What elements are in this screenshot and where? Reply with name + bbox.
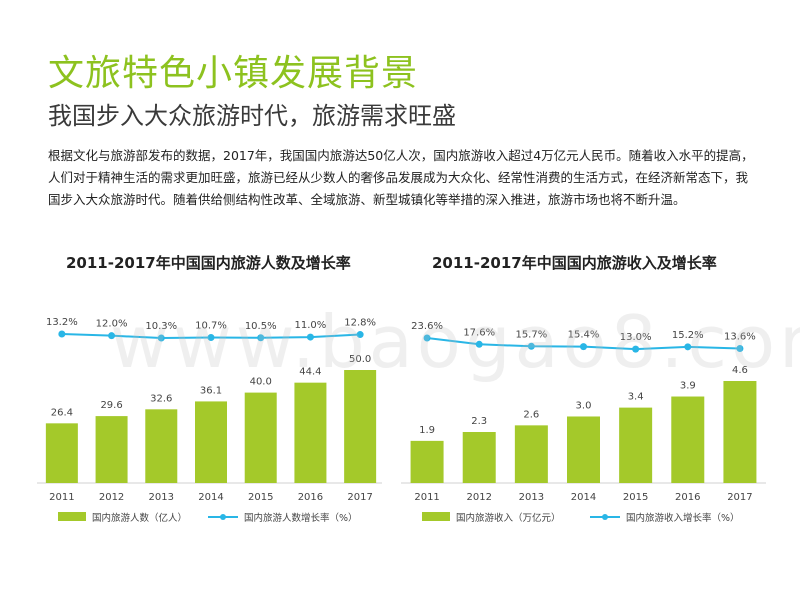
bar-label-2016: 3.9 <box>680 381 696 392</box>
x-tick-2013: 2013 <box>519 492 544 503</box>
x-tick-2012: 2012 <box>466 492 491 503</box>
bar-label-2015: 3.4 <box>628 392 644 403</box>
legend-bar-label: 国内旅游人数（亿人） <box>92 512 187 524</box>
legend-bar-swatch <box>422 512 450 521</box>
legend-line-marker <box>602 514 608 520</box>
x-tick-2015: 2015 <box>623 492 648 503</box>
legend-line-label: 国内旅游收入增长率（%） <box>626 512 740 524</box>
bar-label-2014: 36.1 <box>200 385 222 396</box>
bar-2016 <box>671 396 705 483</box>
growth-point-2015 <box>632 345 640 353</box>
body-paragraph: 根据文化与旅游部发布的数据，2017年，我国国内旅游达50亿人次，国内旅游收入超… <box>48 148 754 207</box>
growth-label-2014: 15.4% <box>568 330 600 341</box>
bar-2017 <box>723 381 757 483</box>
growth-point-2015 <box>257 334 265 342</box>
growth-label-2017: 12.8% <box>344 318 376 329</box>
growth-point-2017 <box>356 331 364 339</box>
bar-2012 <box>95 416 128 483</box>
chart-title-revenue: 2011-2017年中国国内旅游收入及增长率 <box>432 254 717 272</box>
bar-2013 <box>514 425 548 483</box>
revenue-chart: 1.9 2011 2.3 2012 2.6 2013 3.0 2014 3.4 2015 3.9 20… <box>401 321 766 524</box>
bar-2015 <box>244 392 277 483</box>
growth-point-2016 <box>306 333 314 341</box>
x-tick-2012: 2012 <box>99 492 124 503</box>
bar-2016 <box>294 382 327 483</box>
bar-label-2013: 2.6 <box>523 409 539 420</box>
bar-label-2011: 26.4 <box>51 407 73 418</box>
bar-label-2012: 2.3 <box>471 416 487 427</box>
x-tick-2011: 2011 <box>414 492 439 503</box>
bar-2011 <box>45 423 78 483</box>
bar-label-2011: 1.9 <box>419 425 435 436</box>
growth-label-2017: 13.6% <box>724 332 756 343</box>
x-tick-2016: 2016 <box>298 492 323 503</box>
growth-point-2011 <box>423 334 431 342</box>
growth-label-2012: 17.6% <box>463 327 495 338</box>
growth-point-2014 <box>207 334 215 341</box>
growth-label-2013: 10.3% <box>145 321 177 332</box>
legend-line-label: 国内旅游人数增长率（%） <box>244 512 358 524</box>
x-tick-2017: 2017 <box>347 492 372 503</box>
chart-title-visitors: 2011-2017年中国国内旅游人数及增长率 <box>66 254 351 272</box>
bar-2014 <box>567 416 600 483</box>
growth-point-2014 <box>580 343 587 351</box>
growth-label-2012: 12.0% <box>96 319 128 330</box>
bar-label-2015: 40.0 <box>250 377 272 388</box>
growth-point-2016 <box>684 343 692 351</box>
bar-label-2016: 44.4 <box>299 367 321 378</box>
bar-label-2017: 50.0 <box>349 354 371 365</box>
bar-2014 <box>195 401 227 483</box>
x-tick-2015: 2015 <box>248 492 273 503</box>
growth-point-2013 <box>157 334 165 342</box>
bar-2017 <box>344 370 377 483</box>
visitors-chart: 26.4 2011 29.6 2012 32.6 2013 36.1 2014 40.0 2015… <box>37 317 382 524</box>
growth-point-2013 <box>527 342 535 350</box>
page-subtitle: 我国步入大众旅游时代，旅游需求旺盛 <box>48 102 456 130</box>
bar-label-2017: 4.6 <box>732 365 748 376</box>
x-tick-2016: 2016 <box>675 492 700 503</box>
x-tick-2011: 2011 <box>49 492 74 503</box>
bar-label-2012: 29.6 <box>100 400 122 411</box>
growth-label-2015: 10.5% <box>245 321 277 332</box>
legend-bar-swatch <box>58 512 86 521</box>
bar-2011 <box>410 440 444 483</box>
growth-point-2012 <box>475 340 483 348</box>
growth-label-2013: 15.7% <box>515 329 547 340</box>
growth-point-2012 <box>108 332 116 340</box>
bar-label-2014: 3.0 <box>576 400 592 411</box>
growth-label-2011: 23.6% <box>411 321 443 332</box>
growth-label-2016: 15.2% <box>672 330 704 341</box>
watermark: www.baogao8.com <box>110 300 800 384</box>
x-tick-2014: 2014 <box>198 492 223 503</box>
growth-point-2011 <box>58 330 66 338</box>
x-tick-2014: 2014 <box>571 492 596 503</box>
bar-2015 <box>619 407 653 483</box>
bar-2013 <box>145 409 178 483</box>
growth-label-2011: 13.2% <box>46 317 78 328</box>
bar-2012 <box>462 432 496 483</box>
growth-label-2014: 10.7% <box>195 321 227 332</box>
growth-label-2015: 13.0% <box>620 332 652 343</box>
x-tick-2013: 2013 <box>149 492 174 503</box>
legend-line-marker <box>220 514 226 520</box>
page-title: 文旅特色小镇发展背景 <box>48 53 419 94</box>
bar-label-2013: 32.6 <box>150 393 172 404</box>
growth-point-2017 <box>736 345 744 352</box>
legend-bar-label: 国内旅游收入（万亿元） <box>456 512 561 524</box>
x-tick-2017: 2017 <box>727 492 752 503</box>
growth-label-2016: 11.0% <box>295 320 327 331</box>
